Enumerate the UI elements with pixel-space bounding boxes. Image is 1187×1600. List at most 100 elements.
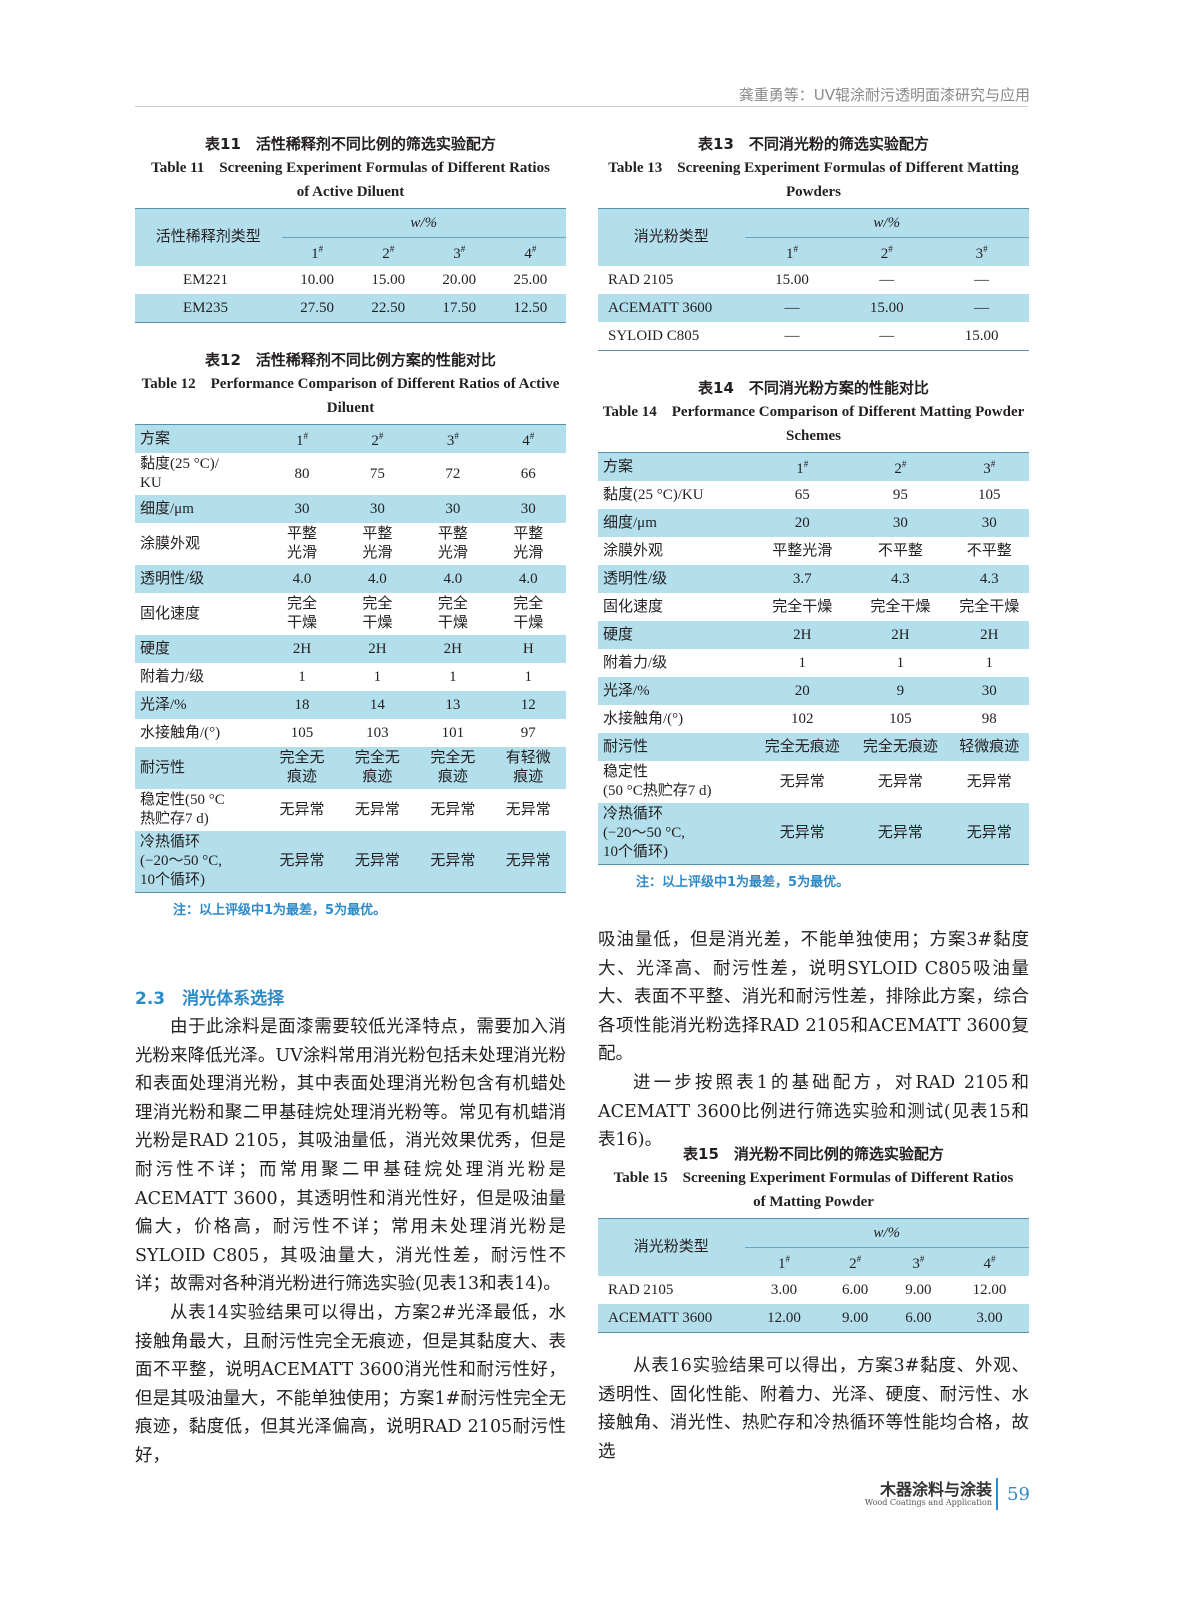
table-row: 冷热循环 (−20～50 °C, 10个循环) 无异常 无异常 无异常 无异常 xyxy=(135,831,566,893)
table-cell: 97 xyxy=(520,724,536,741)
row-label: 附着力/级 xyxy=(140,668,205,685)
table-subheader-row: 1# 2# 3# 4# xyxy=(598,1247,1029,1276)
table-cell: 98 xyxy=(981,710,997,727)
page-number: 59 xyxy=(1007,1484,1030,1505)
column-header: 2# xyxy=(823,1247,887,1276)
row-header-label: 消光粉类型 xyxy=(598,208,745,266)
table-11-block: 表11 活性稀释剂不同比例的筛选实验配方 Table 11 Screening E… xyxy=(135,132,566,323)
table-cell: 2H xyxy=(339,635,416,663)
row-label: 光泽/% xyxy=(598,677,754,705)
table-row: 光泽/% 20 9 30 xyxy=(598,677,1029,705)
running-header: 龚重勇等：UV辊涂耐污透明面漆研究与应用 xyxy=(738,86,1030,104)
table-cell: 12 xyxy=(490,691,566,719)
table-header-row: 活性稀释剂类型 w/% xyxy=(135,208,566,266)
column-header: 1# xyxy=(281,237,353,266)
group-header: w/% xyxy=(744,1218,1029,1248)
table-title-en: Table 12 Performance Comparison of Diffe… xyxy=(141,376,560,416)
table-cell: 75 xyxy=(369,465,385,482)
column-header: 4# xyxy=(494,237,566,266)
table-row: EM221 10.00 15.00 20.00 25.00 xyxy=(135,266,566,294)
table-13: 消光粉类型 w/% 1# 2# 3# RAD 2105 15.00— — ACEMATT 360… xyxy=(598,208,1029,351)
table-row: 涂膜外观 平整 光滑 平整 光滑 平整 光滑 平整 光滑 xyxy=(135,523,566,565)
row-label: 稳定性(50 °C 热贮存7 d) xyxy=(140,792,225,827)
table-cell: 完全干燥 xyxy=(959,598,1020,615)
table-cell: — xyxy=(974,271,990,288)
table-cell: 无异常 xyxy=(415,831,491,893)
table-cell: 4.0 xyxy=(339,565,416,593)
group-header: w/% xyxy=(281,208,566,238)
row-label: EM235 xyxy=(135,294,282,323)
column-header: 4# xyxy=(950,1247,1029,1276)
table-row: 固化速度 完全干燥 完全干燥 完全干燥 xyxy=(598,593,1029,621)
table-cell: 30 xyxy=(264,495,340,523)
table-title-en: Table 11 Screening Experiment Formulas o… xyxy=(151,160,550,200)
table-row: 涂膜外观 平整光滑 不平整 不平整 xyxy=(598,537,1029,565)
table-cell: 2H xyxy=(949,621,1029,649)
table-cell: — xyxy=(934,294,1029,322)
table-cell: 103 xyxy=(366,724,389,741)
table-cell: 105 xyxy=(889,710,912,727)
table-cell: 1 xyxy=(985,654,993,671)
table-cell: 14 xyxy=(339,691,416,719)
table-cell: 无异常 xyxy=(851,803,950,865)
table-cell: 无异常 xyxy=(966,773,1012,790)
table-subheader-row: 1# 2# 3# xyxy=(598,237,1029,266)
table-cell: — xyxy=(879,327,895,344)
table-cell: 20 xyxy=(753,677,852,705)
row-label: 水接触角/(°) xyxy=(603,710,684,727)
table-cell: 30 xyxy=(949,677,1029,705)
row-label: 附着力/级 xyxy=(603,654,668,671)
section-heading: 2.3 消光体系选择 xyxy=(135,989,285,1009)
table-row: 透明性/级 4.0 4.0 4.0 4.0 xyxy=(135,565,566,593)
table-cell: 3.00 xyxy=(950,1304,1029,1333)
row-header-label: 消光粉类型 xyxy=(598,1218,745,1276)
table-cell: — xyxy=(879,271,895,288)
table-cell: 6.00 xyxy=(841,1281,869,1298)
table-cell: 15.00 xyxy=(839,294,935,322)
row-label: 细度/μm xyxy=(135,495,265,523)
row-label: 耐污性 xyxy=(135,747,265,789)
row-header-label: 方案 xyxy=(598,452,754,481)
row-label: 固化速度 xyxy=(140,605,201,622)
table-cell: 65 xyxy=(794,486,810,503)
right-text-top: 吸油量低，但是消光差，不能单独使用；方案3#黏度大、光泽高、耐污性差，说明SYL… xyxy=(598,926,1029,1155)
table-cell: 30 xyxy=(490,495,566,523)
table-cell: 无异常 xyxy=(779,773,825,790)
column-header: 2# xyxy=(352,237,424,266)
table-cell: 1 xyxy=(798,654,806,671)
table-row: 硬度 2H 2H 2H H xyxy=(135,635,566,663)
table-row: 细度/μm 30 30 30 30 xyxy=(135,495,566,523)
table-11: 活性稀释剂类型 w/% 1# 2# 3# 4# EM221 10.00 15.00 20.00 25… xyxy=(135,208,566,323)
table-cell: 9.00 xyxy=(823,1304,887,1333)
row-label: 稳定性 (50 °C热贮存7 d) xyxy=(603,764,712,799)
table-cell: 4.3 xyxy=(949,565,1029,593)
table-cell: 2H xyxy=(264,635,340,663)
row-label: 固化速度 xyxy=(603,598,664,615)
table-cell: 无异常 xyxy=(949,803,1029,865)
table-cell: 12.00 xyxy=(744,1304,824,1333)
table-row: 细度/μm 20 30 30 xyxy=(598,509,1029,537)
table-cell: 有轻微 痕迹 xyxy=(490,747,566,789)
table-14-block: 表14 不同消光粉方案的性能对比 Table 14 Performance Com… xyxy=(598,376,1029,890)
table-cell: 无异常 xyxy=(490,831,566,893)
table-row: SYLOID C805 — — 15.00 xyxy=(598,322,1029,351)
table-cell: 轻微痕迹 xyxy=(949,733,1029,761)
table-cell: 20.00 xyxy=(442,271,477,288)
row-header-label: 方案 xyxy=(135,424,265,453)
table-title-cn: 表13 不同消光粉的筛选实验配方 xyxy=(698,135,929,153)
row-label: RAD 2105 xyxy=(608,271,674,288)
table-12: 方案 1# 2# 3# 4# 黏度(25 °C)/ KU 80 75 72 66 细度/μm 30 30… xyxy=(135,424,566,893)
column-header: 3# xyxy=(415,424,491,453)
row-label: 透明性/级 xyxy=(135,565,265,593)
table-cell: 不平整 xyxy=(877,542,923,559)
table-note: 注：以上评级中1为最差，5为最优。 xyxy=(173,903,387,918)
table-cell: 平整光滑 xyxy=(772,542,833,559)
table-row: EM235 27.50 22.50 17.50 12.50 xyxy=(135,294,566,323)
table-cell: 1 xyxy=(524,668,533,685)
row-label: RAD 2105 xyxy=(608,1281,674,1298)
table-15: 消光粉类型 w/% 1# 2# 3# 4# RAD 2105 3.00 6.00 9.00 12.0… xyxy=(598,1218,1029,1333)
paragraph: 从表14实验结果可以得出，方案2#光泽最低，水接触角最大，且耐污性完全无痕迹，但… xyxy=(135,1302,566,1466)
table-cell: 不平整 xyxy=(966,542,1012,559)
table-row: 稳定性(50 °C 热贮存7 d) 无异常 无异常 无异常 无异常 xyxy=(135,789,566,831)
table-row: 透明性/级 3.7 4.3 4.3 xyxy=(598,565,1029,593)
